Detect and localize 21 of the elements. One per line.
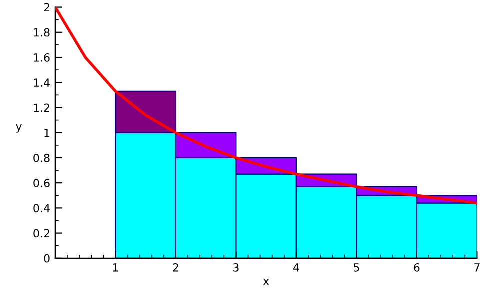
- x-tick-label: 5: [354, 264, 360, 272]
- y-tick-label: 0.8: [34, 154, 50, 162]
- y-tick-label: 0.2: [34, 229, 50, 238]
- y-tick-label: 0: [44, 254, 50, 263]
- x-tick-label: 7: [474, 264, 480, 272]
- line-series: [55, 7, 478, 205]
- x-tick-label: 4: [293, 264, 300, 272]
- x-tick-label: 6: [414, 263, 420, 272]
- y-tick-label: 1.2: [34, 104, 50, 112]
- y-tick-label: 1: [44, 128, 50, 138]
- y-tick-label: 1.6: [34, 54, 50, 62]
- x-axis-title: x: [263, 279, 270, 286]
- y-tick-label: 0.6: [34, 179, 50, 188]
- y-tick-label: 1.4: [34, 78, 50, 87]
- y-axis-title: y: [16, 124, 22, 133]
- y-tick-label: 2: [44, 3, 50, 12]
- y-tick-label: 0.4: [34, 204, 50, 213]
- x-tick-label: 2: [173, 263, 178, 272]
- x-tick-label: 1: [113, 264, 118, 272]
- y-tick-label: 1.8: [34, 28, 50, 37]
- x-tick-label: 3: [233, 263, 239, 272]
